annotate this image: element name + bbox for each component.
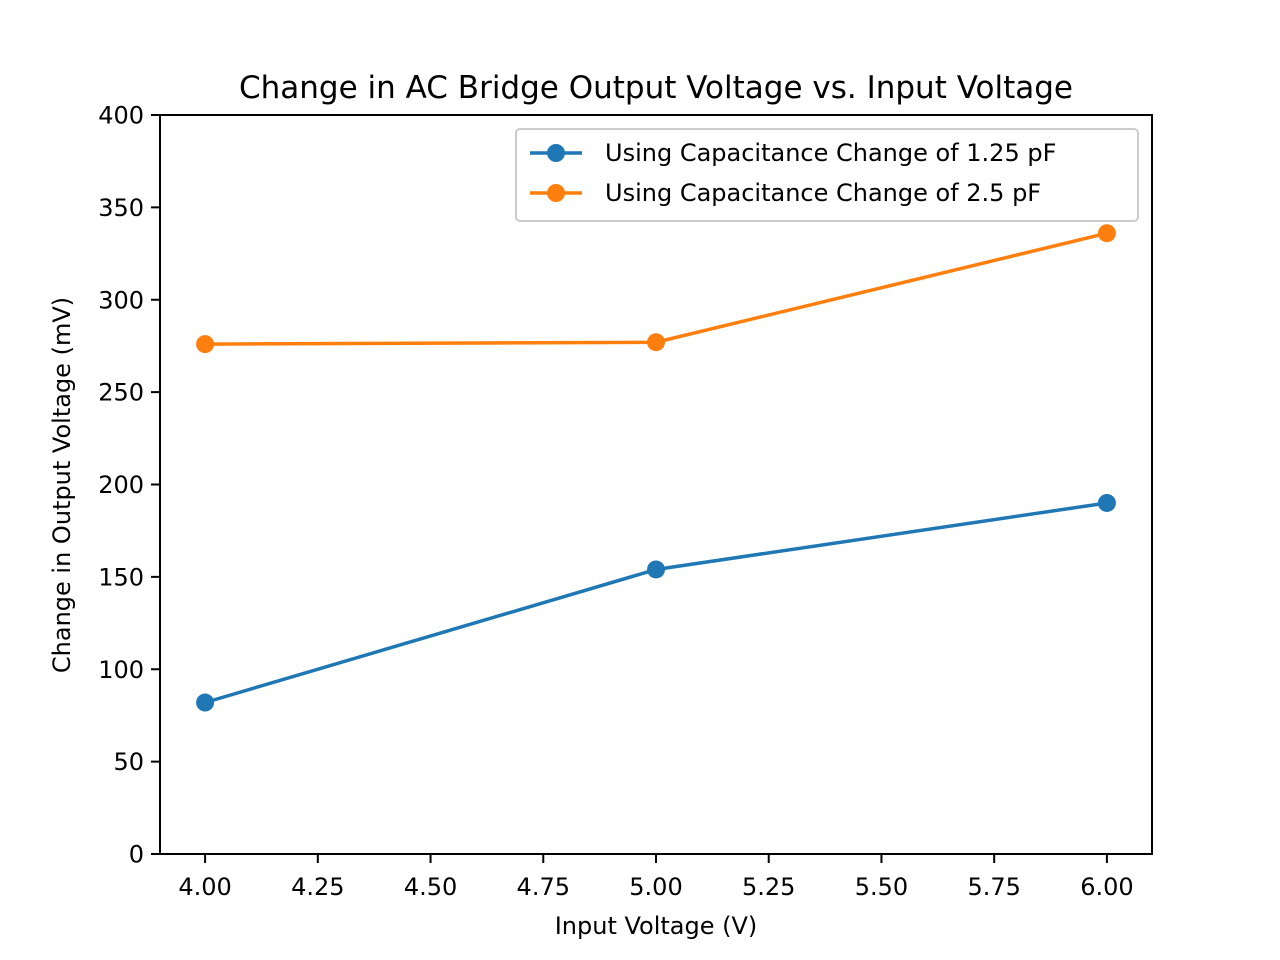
series-1-point — [196, 693, 215, 712]
x-tick-label: 4.50 — [404, 873, 457, 901]
x-tick-label: 4.75 — [517, 873, 570, 901]
series-layer — [196, 224, 1116, 712]
series-1-point — [1097, 493, 1116, 512]
plot-frame — [159, 114, 1153, 855]
y-tick-label: 300 — [98, 286, 144, 314]
x-tick-label: 5.00 — [629, 873, 682, 901]
x-tick-label: 5.25 — [742, 873, 795, 901]
chart-title: Change in AC Bridge Output Voltage vs. I… — [239, 70, 1073, 106]
x-tick-label: 5.75 — [967, 873, 1020, 901]
x-tick-label: 6.00 — [1080, 873, 1133, 901]
series-2-line — [203, 231, 1110, 346]
series-2-point — [1097, 224, 1116, 243]
legend-label-series-1: Using Capacitance Change of 1.25 pF — [605, 139, 1056, 167]
series-2-point — [647, 333, 665, 352]
series-1-line — [202, 500, 1109, 705]
y-tick-label: 200 — [98, 471, 144, 499]
legend-marker-series-1 — [547, 144, 565, 162]
x-tick-label: 4.00 — [178, 873, 231, 901]
legend: Using Capacitance Change of 1.25 pF Usin… — [515, 128, 1139, 222]
y-tick-label: 0 — [129, 841, 144, 869]
legend-frame — [515, 128, 1139, 222]
tick-marks: 4.00 4.25 4.50 4.75 5.00 5.25 5.50 5.75 6.00 0 50 1… — [98, 102, 1133, 902]
x-tick-label: 4.25 — [291, 873, 344, 901]
legend-label-series-2: Using Capacitance Change of 2.5 pF — [605, 179, 1041, 207]
y-axis-label: Change in Output Voltage (mV) — [48, 297, 76, 673]
y-tick-label: 400 — [98, 102, 144, 130]
x-axis-label: Input Voltage (V) — [555, 912, 758, 940]
y-tick-label: 150 — [98, 563, 144, 591]
x-tick-label: 5.50 — [855, 873, 908, 901]
series-1-point — [647, 560, 665, 579]
legend-marker-series-2 — [547, 184, 565, 202]
series-2-point — [196, 335, 215, 354]
y-tick-label: 250 — [98, 379, 144, 407]
y-tick-label: 100 — [98, 656, 144, 684]
y-tick-label: 50 — [113, 748, 144, 776]
y-tick-label: 350 — [98, 194, 144, 222]
